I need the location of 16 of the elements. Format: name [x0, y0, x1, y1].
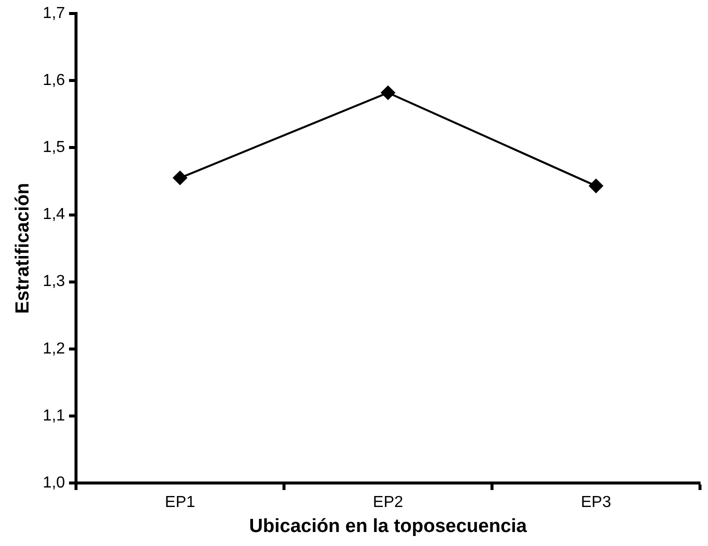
point — [589, 178, 604, 193]
x-tick-label: EP3 — [580, 494, 612, 512]
point — [381, 86, 396, 100]
y-tick-label: 1,2 — [42, 340, 66, 358]
y-tick-label: 1,1 — [42, 407, 66, 424]
y-tick-label: 1,3 — [42, 273, 66, 290]
y-tick-label: 1,7 — [42, 5, 66, 22]
y-tick-label: 1,6 — [42, 72, 66, 90]
x-tick-label: EP2 — [372, 494, 404, 512]
y-tick-label: 1,0 — [42, 474, 66, 492]
y-axis-title: Estratificación — [12, 182, 34, 314]
x-tick-label: EP1 — [164, 494, 196, 512]
x-axis-title: Ubicación en la toposecuencia — [249, 516, 528, 537]
point — [173, 170, 188, 185]
y-tick-label: 1,4 — [42, 206, 66, 224]
y-tick-label: 1,5 — [42, 139, 66, 156]
